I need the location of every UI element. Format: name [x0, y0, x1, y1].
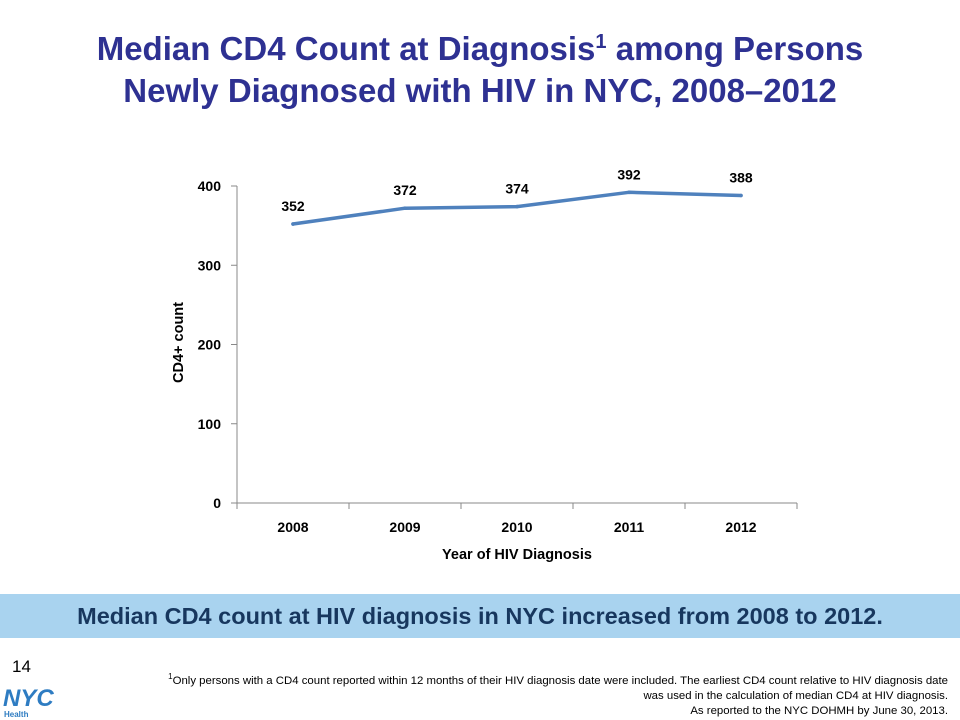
- footnote-line-1-text: Only persons with a CD4 count reported w…: [172, 674, 948, 687]
- data-label: 388: [729, 170, 753, 186]
- x-tick-label: 2008: [277, 519, 308, 535]
- footnote-line-1: 1Only persons with a CD4 count reported …: [28, 669, 948, 689]
- title-line-1-tail: among Persons: [606, 30, 864, 67]
- x-tick-label: 2011: [614, 519, 645, 535]
- line-chart: 0 100 200 300 400 2008 2009 2010 2011 2012 Year of…: [171, 166, 798, 563]
- page-number: 14: [12, 657, 31, 676]
- title-line-1: Median CD4 Count at Diagnosis1 among Per…: [0, 28, 960, 70]
- data-point: [403, 206, 407, 210]
- logo-subtext: Health: [4, 710, 29, 718]
- footnote-line-3: As reported to the NYC DOHMH by June 30,…: [690, 704, 948, 717]
- y-axis-title: CD4+ count: [171, 302, 187, 383]
- footnote-marker: 1: [168, 672, 173, 681]
- data-label: 352: [281, 198, 305, 214]
- key-finding-banner: Median CD4 count at HIV diagnosis in NYC…: [0, 594, 960, 638]
- y-tick-label: 400: [198, 178, 222, 194]
- logo-text: NYC: [3, 685, 54, 712]
- footnote-line-2: was used in the calculation of median CD…: [643, 689, 948, 702]
- title-line-2: Newly Diagnosed with HIV in NYC, 2008–20…: [123, 72, 837, 109]
- footnote: 1Only persons with a CD4 count reported …: [28, 669, 948, 719]
- data-point: [291, 222, 295, 226]
- y-tick-label: 0: [213, 495, 221, 511]
- data-point: [739, 193, 743, 198]
- data-label: 374: [505, 181, 529, 197]
- data-label: 392: [617, 166, 641, 182]
- slide-title: Median CD4 Count at Diagnosis1 among Per…: [0, 28, 960, 112]
- nyc-health-logo: NYC Health: [3, 685, 54, 718]
- x-tick-label: 2010: [501, 519, 532, 535]
- title-line-1-text: Median CD4 Count at Diagnosis: [96, 30, 596, 67]
- y-tick-label: 200: [198, 337, 222, 353]
- data-label: 372: [393, 182, 417, 198]
- x-axis-title: Year of HIV Diagnosis: [442, 547, 592, 563]
- y-tick-label: 300: [198, 257, 222, 273]
- x-tick-label: 2009: [389, 519, 420, 535]
- data-point: [515, 204, 519, 209]
- data-point: [627, 190, 631, 195]
- x-tick-label: 2012: [725, 519, 756, 535]
- title-superscript: 1: [595, 31, 607, 53]
- y-tick-label: 100: [198, 416, 222, 432]
